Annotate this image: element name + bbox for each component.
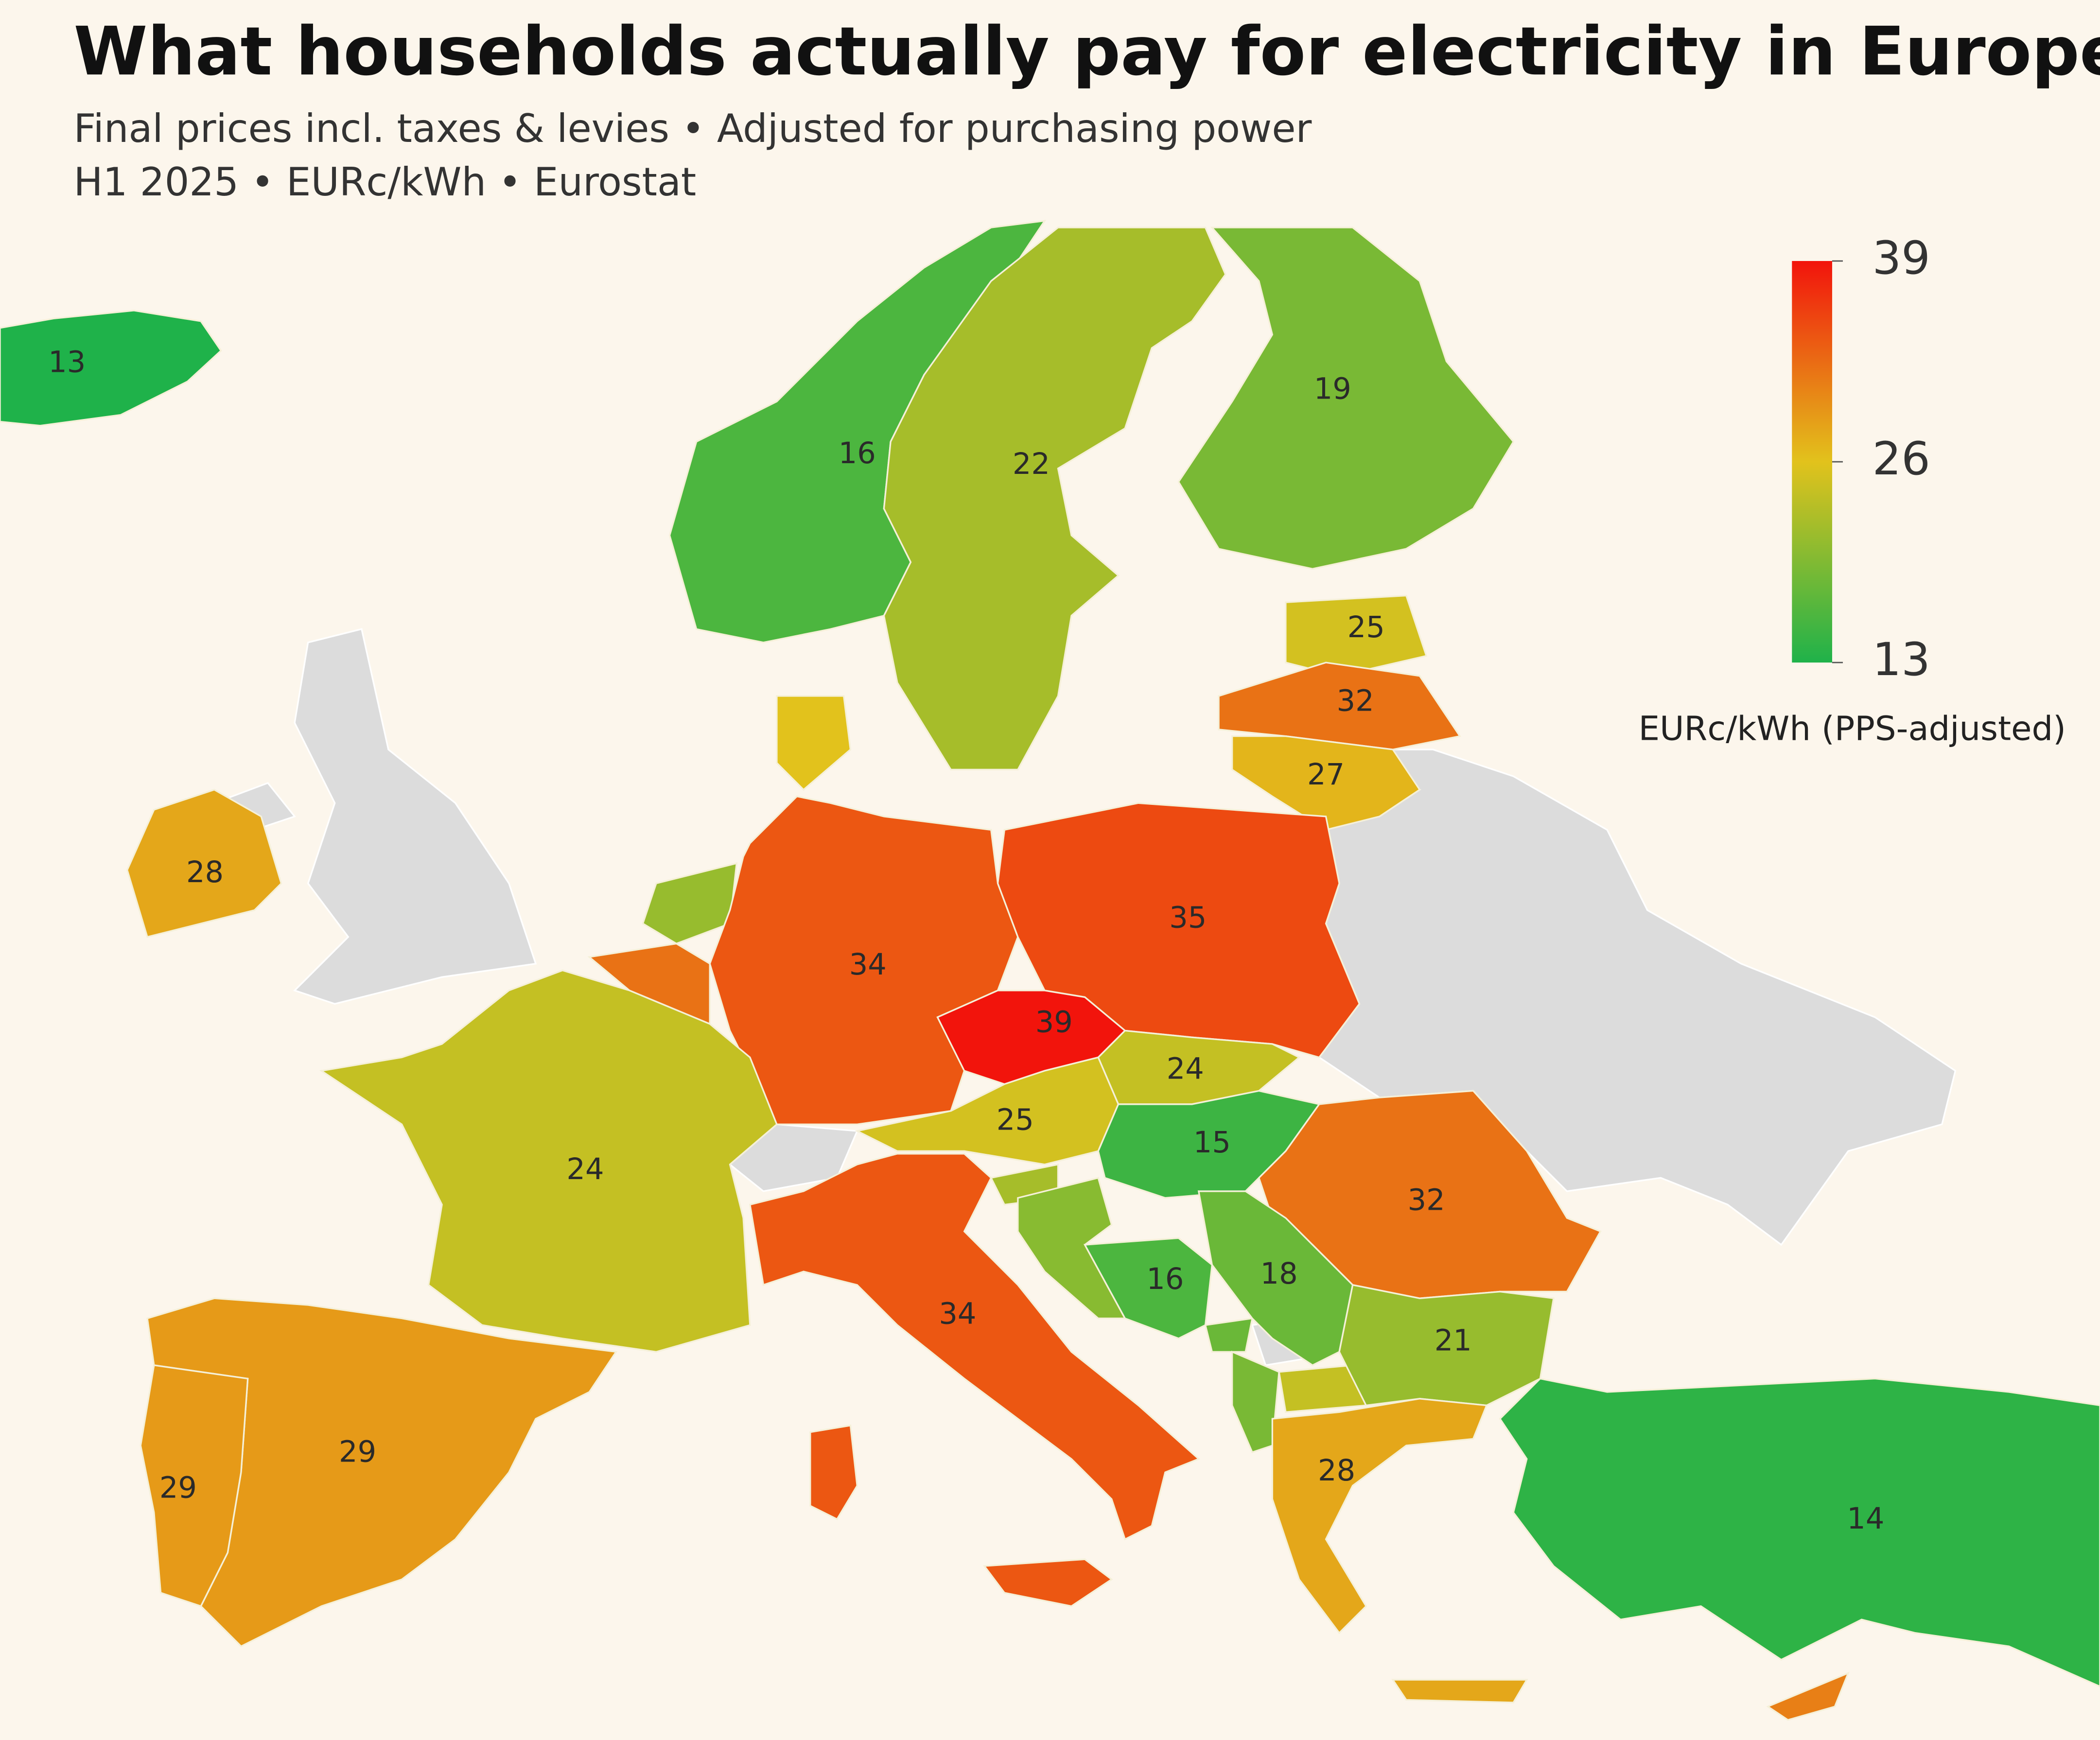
value-label: 35 <box>1169 901 1207 935</box>
legend-tick-label: 39 <box>1872 232 1930 285</box>
value-label: 15 <box>1193 1126 1231 1160</box>
value-label: 24 <box>566 1152 604 1186</box>
value-label: 29 <box>339 1435 376 1469</box>
subtitle: H1 2025 • EURc/kWh • Eurostat <box>74 159 697 205</box>
value-label: 22 <box>1013 447 1050 481</box>
subtitle: Final prices incl. taxes & levies • Adju… <box>74 106 1312 151</box>
regions <box>0 220 2100 1721</box>
value-label: 19 <box>1314 372 1351 406</box>
value-label: 39 <box>1035 1005 1073 1039</box>
region <box>126 788 282 938</box>
value-label: 25 <box>1348 610 1385 644</box>
value-label: 21 <box>1435 1324 1472 1358</box>
region <box>1231 735 1421 831</box>
legend: EURc/kWh (PPS-adjusted) 13 26 39 <box>1639 232 2066 748</box>
value-label: 25 <box>997 1103 1034 1137</box>
value-label: 32 <box>1337 684 1374 718</box>
value-label: 28 <box>1318 1454 1355 1488</box>
region <box>883 226 1226 771</box>
region <box>1218 661 1461 750</box>
value-label: 34 <box>939 1297 976 1331</box>
region <box>1271 1398 1528 1704</box>
color-bar <box>1792 261 1832 663</box>
value-label: 24 <box>1167 1052 1204 1086</box>
region <box>776 695 852 791</box>
legend-title: EURc/kWh (PPS-adjusted) <box>1639 710 2066 748</box>
united-kingdom <box>293 628 537 1005</box>
region <box>1499 1377 2100 1688</box>
region <box>587 942 711 1026</box>
region <box>642 862 738 945</box>
value-labels: 13 16 22 19 25 32 27 28 34 35 39 24 25 15 32 24 34 29 29 16… <box>48 346 1884 1536</box>
region <box>1285 594 1428 677</box>
region <box>1338 1284 1555 1407</box>
value-label: 27 <box>1307 758 1345 792</box>
region <box>1766 1671 1850 1721</box>
legend-tick-label: 13 <box>1872 633 1930 686</box>
region <box>319 969 778 1353</box>
title: What households actually pay for electri… <box>74 13 2100 90</box>
value-label: 16 <box>1146 1262 1184 1296</box>
region <box>1177 226 1515 570</box>
value-label: 34 <box>849 948 887 982</box>
legend-tick-label: 26 <box>1872 433 1930 486</box>
region <box>1231 1350 1280 1453</box>
value-label: 29 <box>159 1471 197 1505</box>
value-label: 28 <box>186 855 224 889</box>
value-label: 14 <box>1847 1502 1884 1536</box>
region <box>749 1153 1200 1607</box>
value-label: 32 <box>1408 1183 1445 1218</box>
region <box>1204 1317 1254 1353</box>
region <box>1083 1237 1213 1340</box>
region <box>0 310 222 427</box>
value-label: 16 <box>839 436 876 470</box>
region <box>140 1364 249 1607</box>
value-label: 13 <box>48 346 86 380</box>
value-label: 18 <box>1260 1257 1298 1291</box>
